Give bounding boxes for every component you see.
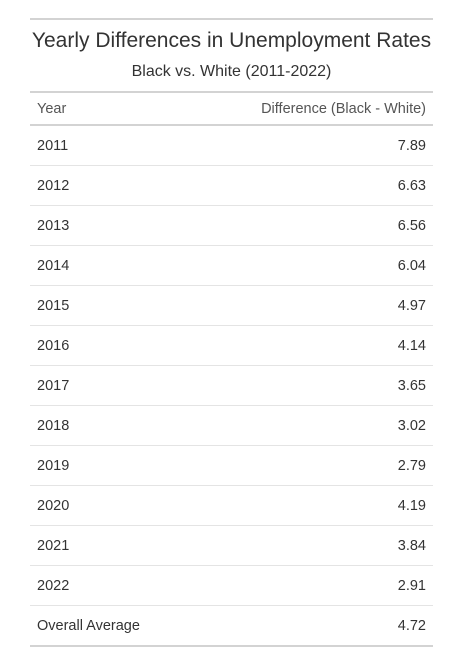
summary-value-cell: 4.72 <box>189 605 433 647</box>
year-cell: 2012 <box>30 165 190 206</box>
table-subtitle: Black vs. White (2011-2022) <box>131 63 332 80</box>
difference-cell: 4.19 <box>189 485 433 526</box>
table-row: 2015 4.97 <box>30 285 433 326</box>
top-rule <box>30 18 433 20</box>
year-cell: 2017 <box>30 365 190 406</box>
difference-cell: 7.89 <box>189 125 433 166</box>
year-cell: 2016 <box>30 325 190 366</box>
difference-cell: 3.02 <box>189 405 433 446</box>
year-cell: 2014 <box>30 245 190 286</box>
table-row: 2014 6.04 <box>30 245 433 286</box>
difference-cell: 6.56 <box>189 205 433 246</box>
header-rule <box>30 91 433 93</box>
difference-cell: 6.04 <box>189 245 433 286</box>
year-cell: 2015 <box>30 285 190 326</box>
year-cell: 2021 <box>30 525 190 566</box>
year-cell: 2018 <box>30 405 190 446</box>
year-cell: 2022 <box>30 565 190 606</box>
table-row: 2017 3.65 <box>30 365 433 406</box>
difference-cell: 4.97 <box>189 285 433 326</box>
table-row: 2019 2.79 <box>30 445 433 486</box>
year-cell: 2013 <box>30 205 190 246</box>
unemployment-difference-table: Yearly Differences in Unemployment Rates… <box>30 18 433 647</box>
year-cell: 2019 <box>30 445 190 486</box>
difference-cell: 6.63 <box>189 165 433 206</box>
data-table: Year Difference (Black - White) 2011 7.8… <box>30 93 433 647</box>
table-row: 2022 2.91 <box>30 565 433 606</box>
difference-cell: 2.79 <box>189 445 433 486</box>
table-row: 2012 6.63 <box>30 165 433 206</box>
header-row: Year Difference (Black - White) <box>30 93 433 126</box>
year-cell: 2011 <box>30 125 190 166</box>
table-row: 2013 6.56 <box>30 205 433 246</box>
summary-label-cell: Overall Average <box>30 605 190 647</box>
summary-row: Overall Average 4.72 <box>30 605 433 647</box>
difference-cell: 3.84 <box>189 525 433 566</box>
table-row: 2016 4.14 <box>30 325 433 366</box>
column-header-year: Year <box>30 93 190 126</box>
table-row: 2021 3.84 <box>30 525 433 566</box>
table-row: 2018 3.02 <box>30 405 433 446</box>
table-body: 2011 7.89 2012 6.63 2013 6.56 2014 6.04 … <box>30 125 433 647</box>
table-row: 2020 4.19 <box>30 485 433 526</box>
column-header-difference: Difference (Black - White) <box>189 93 433 126</box>
difference-cell: 3.65 <box>189 365 433 406</box>
year-cell: 2020 <box>30 485 190 526</box>
difference-cell: 4.14 <box>189 325 433 366</box>
difference-cell: 2.91 <box>189 565 433 606</box>
table-title: Yearly Differences in Unemployment Rates <box>31 29 432 52</box>
table-row: 2011 7.89 <box>30 125 433 166</box>
